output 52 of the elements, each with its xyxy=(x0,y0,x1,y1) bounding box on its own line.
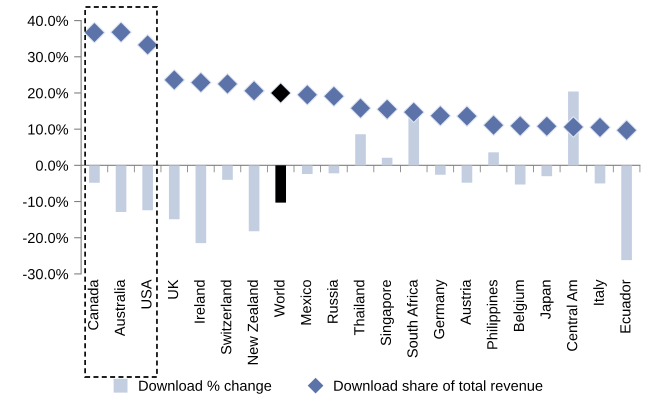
x-tick-label: South Africa xyxy=(406,279,418,358)
x-tick-label: Italy xyxy=(593,279,607,305)
x-tick-label: New Zealand xyxy=(247,280,258,364)
x-tick-label: Philippines xyxy=(486,280,500,349)
point xyxy=(163,69,186,91)
x-tick-label: Singapore xyxy=(380,280,394,346)
bar xyxy=(462,165,472,183)
bar xyxy=(196,165,206,244)
x-tick-label: Belgium xyxy=(513,280,527,331)
y-tick-label: -10.0% xyxy=(23,196,68,207)
x-tick-label: World xyxy=(274,280,285,318)
legend-label: Download % change xyxy=(139,380,272,394)
x-tick-label: Mexico xyxy=(300,280,312,324)
bar xyxy=(168,165,180,220)
y-tick-label: 10.0% xyxy=(28,124,68,135)
x-tick-label: Germany xyxy=(434,279,448,339)
bar xyxy=(275,165,286,203)
x-tick-label: UK xyxy=(168,280,178,299)
x-tick-label: Australia xyxy=(114,279,125,336)
y-tick-label: 20.0% xyxy=(28,88,68,98)
x-tick-label: Ireland xyxy=(194,280,205,323)
x-tick-label: Ecuador xyxy=(620,280,631,333)
y-tick-label: 30.0% xyxy=(28,52,68,62)
bar xyxy=(142,165,153,210)
bar xyxy=(621,165,632,260)
bar xyxy=(248,165,260,232)
bar xyxy=(116,165,126,212)
x-tick-label: Central Am xyxy=(566,280,578,351)
legend-label: Download share of total revenue xyxy=(334,380,542,391)
x-tick-label: Canada xyxy=(88,279,98,330)
bar xyxy=(541,165,552,176)
x-tick-label: Japan xyxy=(540,280,554,319)
bar xyxy=(222,165,233,180)
x-tick-label: Thailand xyxy=(354,280,364,336)
y-tick-label: -20.0% xyxy=(23,232,68,244)
bar xyxy=(408,116,420,166)
bar xyxy=(302,165,313,174)
y-tick-label: -30.0% xyxy=(23,269,68,280)
x-tick-label: Switzerland xyxy=(220,280,232,354)
y-tick-label: 40.0% xyxy=(28,16,68,26)
bar xyxy=(594,165,606,184)
x-tick-label: Russia xyxy=(327,279,338,323)
x-tick-label: USA xyxy=(141,280,152,308)
bar xyxy=(355,134,366,166)
bar xyxy=(435,165,446,175)
bar xyxy=(382,158,392,166)
bar xyxy=(328,165,340,174)
bar xyxy=(488,152,499,166)
bar xyxy=(514,165,526,185)
bar xyxy=(89,165,100,183)
x-tick-label: Austria xyxy=(460,279,471,325)
y-tick-label: 0.0% xyxy=(36,160,68,171)
